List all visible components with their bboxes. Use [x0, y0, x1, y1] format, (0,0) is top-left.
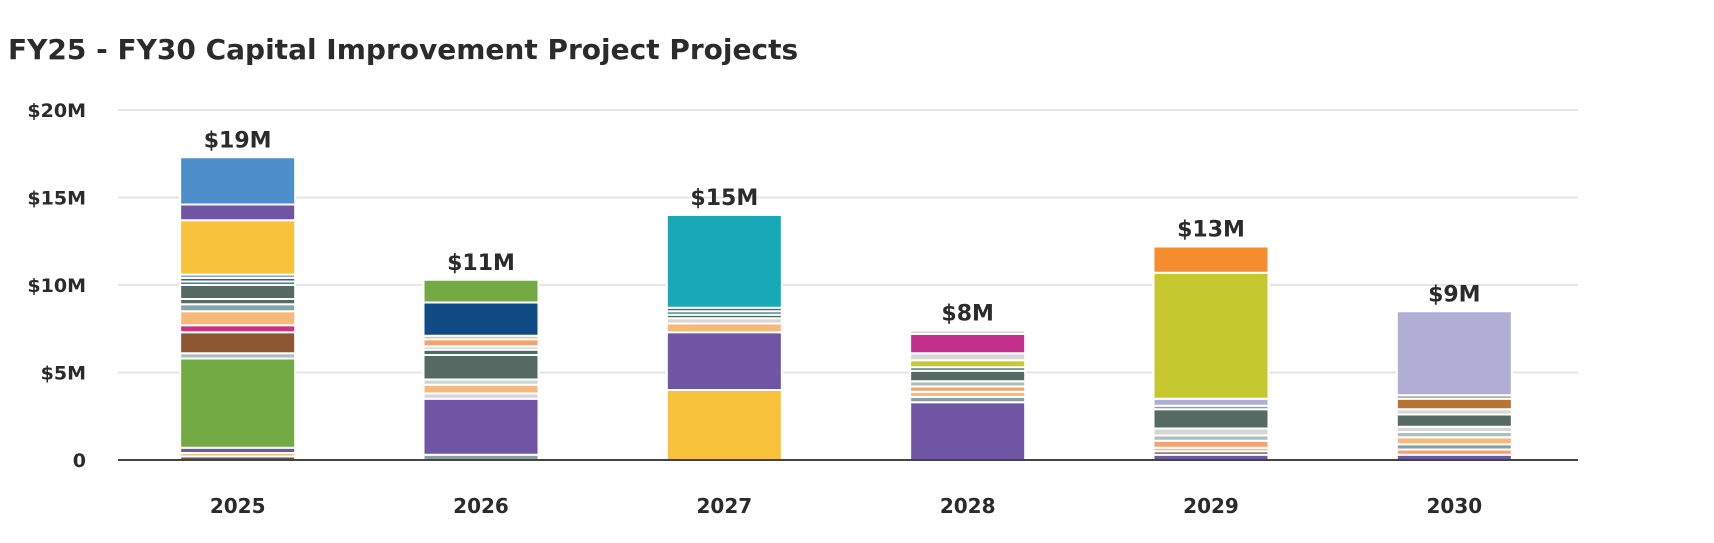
bars [179, 156, 1513, 461]
bar-segment [909, 352, 1027, 362]
bar-segment [1395, 413, 1513, 428]
chart-title: FY25 - FY30 Capital Improvement Project … [8, 33, 798, 66]
bar-segment [665, 214, 783, 309]
bar-segment [179, 156, 297, 206]
bar-segment [422, 354, 540, 381]
bar-segment [1152, 245, 1270, 274]
gridlines [118, 109, 1578, 374]
bar-total-label: $9M [1428, 282, 1481, 307]
bar-segment [665, 389, 783, 461]
bar-segment [1152, 271, 1270, 400]
bar-total-label: $11M [447, 251, 515, 276]
bar-stack-2027 [665, 214, 783, 461]
bar-segment [1152, 408, 1270, 430]
bar-stack-2029 [1152, 245, 1270, 461]
bar-segment [179, 310, 297, 327]
bar-stack-2030 [1395, 310, 1513, 461]
bar-segment [422, 301, 540, 337]
bar-segment [909, 369, 1027, 383]
bar-segment [179, 357, 297, 449]
bar-total-label: $13M [1177, 218, 1245, 243]
bar-segment [179, 331, 297, 355]
bar-segment [1395, 310, 1513, 397]
bar-segment [422, 383, 540, 395]
bar-segment [422, 338, 540, 348]
y-axis-ticks: 0 $5M $10M $15M $20M [27, 100, 86, 472]
bar-segment [1152, 427, 1270, 437]
bar-segment [909, 329, 1027, 335]
y-tick-label: 0 [73, 450, 86, 472]
bar-segment [665, 331, 783, 391]
bar-segment [665, 322, 783, 334]
bar-segment [909, 359, 1027, 369]
bar-segment [179, 303, 297, 313]
y-tick-label: $20M [27, 100, 86, 122]
bar-total-label: $15M [690, 186, 758, 211]
x-tick-label: 2027 [696, 494, 752, 518]
y-tick-label: $5M [41, 363, 86, 385]
x-tick-label: 2028 [940, 494, 996, 518]
y-tick-label: $15M [27, 188, 86, 210]
bar-segment [179, 219, 297, 276]
y-tick-label: $10M [27, 275, 86, 297]
x-tick-label: 2030 [1426, 494, 1482, 518]
x-tick-label: 2029 [1183, 494, 1239, 518]
bar-segment [179, 284, 297, 300]
bar-segment [909, 401, 1027, 461]
bar-total-label: $19M [204, 128, 272, 153]
bar-segment [909, 333, 1027, 355]
bar-total-labels: $19M $11M $15M $8M $13M $9M [204, 128, 1481, 326]
bar-stack-2025 [179, 156, 297, 461]
bar-segment [179, 203, 297, 222]
x-tick-label: 2026 [453, 494, 509, 518]
bar-stack-2028 [909, 329, 1027, 461]
bar-segment [422, 278, 540, 304]
bar-segment [1152, 397, 1270, 407]
bar-total-label: $8M [941, 302, 994, 327]
bar-segment [179, 324, 297, 334]
bar-segment [1152, 439, 1270, 449]
bar-stack-2026 [422, 278, 540, 461]
x-axis-ticks: 2025 2026 2027 2028 2029 2030 [210, 494, 1482, 518]
bar-segment [422, 397, 540, 456]
bar-segment [1395, 397, 1513, 411]
bar-segment [1395, 436, 1513, 446]
x-tick-label: 2025 [210, 494, 266, 518]
